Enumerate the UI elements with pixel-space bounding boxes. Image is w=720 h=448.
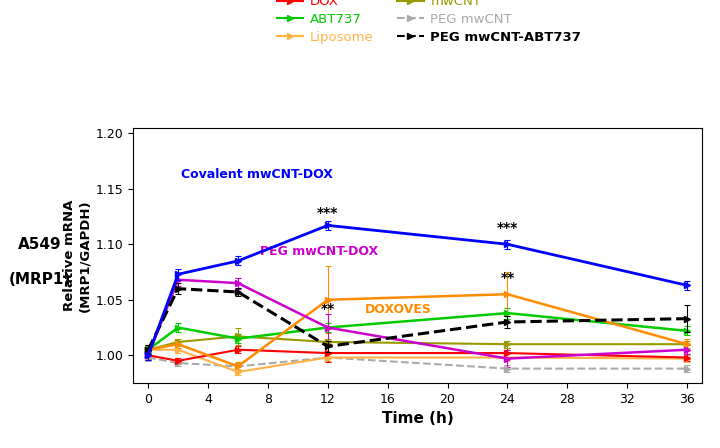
Text: ***: *** [317, 206, 338, 220]
Text: **: ** [500, 271, 515, 285]
Text: ***: *** [497, 221, 518, 235]
Text: **: ** [320, 302, 335, 316]
Text: (MRP1): (MRP1) [9, 272, 71, 288]
Text: A549: A549 [18, 237, 61, 252]
Text: DOXOVES: DOXOVES [365, 303, 432, 316]
Text: PEG mwCNT-DOX: PEG mwCNT-DOX [261, 246, 379, 258]
Legend: DOX, ABT737, Liposome, mwCNT, PEG mwCNT, PEG mwCNT-ABT737: DOX, ABT737, Liposome, mwCNT, PEG mwCNT,… [271, 0, 586, 49]
Text: Covalent mwCNT-DOX: Covalent mwCNT-DOX [181, 168, 333, 181]
Y-axis label: Relative mRNA
(MRP1/GAPDH): Relative mRNA (MRP1/GAPDH) [63, 199, 91, 312]
X-axis label: Time (h): Time (h) [382, 411, 454, 426]
